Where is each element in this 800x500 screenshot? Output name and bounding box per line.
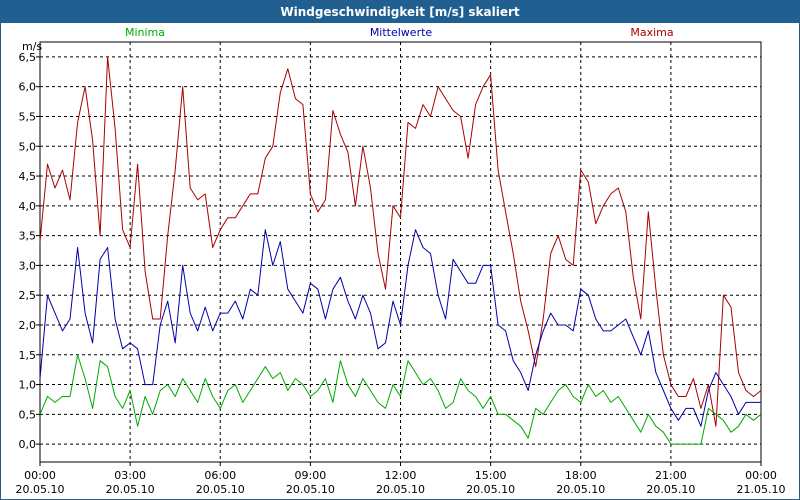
y-tick-label: 0,0 xyxy=(19,438,37,451)
x-tick-label-date: 20.05.10 xyxy=(646,483,695,496)
x-tick-label-time: 09:00 xyxy=(295,469,327,482)
series-line-minima xyxy=(39,354,762,445)
x-tick-label-date: 20.05.10 xyxy=(286,483,335,496)
series-layer xyxy=(39,56,762,445)
x-tick-label-date: 20.05.10 xyxy=(196,483,245,496)
y-tick-label: 4,5 xyxy=(19,170,37,183)
x-tick-label-date: 20.05.10 xyxy=(466,483,515,496)
grid xyxy=(40,42,761,462)
window-title: Windgeschwindigkeit [m/s] skaliert xyxy=(1,1,799,23)
x-tick-label-time: 00:00 xyxy=(745,469,777,482)
x-tick-label-date: 20.05.10 xyxy=(376,483,425,496)
y-axis-label: m/s xyxy=(22,40,42,53)
x-tick-label-time: 06:00 xyxy=(204,469,236,482)
x-tick-label-date: 20.05.10 xyxy=(106,483,155,496)
y-tick-label: 4,0 xyxy=(19,200,37,213)
axis-layer: 0,0 0,5 1,0 1,5 2,0 2,5 3,0 3,5 4,0 4,5 5,0 5,5 6,0 6… xyxy=(16,51,786,496)
y-tick-label: 5,0 xyxy=(19,140,37,153)
x-tick-label-time: 18:00 xyxy=(565,469,597,482)
y-tick-label: 2,5 xyxy=(19,289,37,302)
x-tick-label-date: 21.05.10 xyxy=(737,483,786,496)
y-tick-label: 6,5 xyxy=(19,51,37,64)
y-tick-label: 3,5 xyxy=(19,230,37,243)
y-tick-label: 6,0 xyxy=(19,81,37,94)
x-tick-label-time: 12:00 xyxy=(385,469,417,482)
legend-mittelwerte: Mittelwerte xyxy=(370,26,433,39)
x-tick-label-time: 03:00 xyxy=(114,469,146,482)
x-tick-label-time: 21:00 xyxy=(655,469,687,482)
y-tick-label: 2,0 xyxy=(19,319,37,332)
y-tick-label: 5,5 xyxy=(19,110,37,123)
x-tick-label-date: 20.05.10 xyxy=(556,483,605,496)
y-tick-label: 1,5 xyxy=(19,349,37,362)
series-line-mittelwerte xyxy=(39,229,761,427)
x-tick-label-time: 00:00 xyxy=(24,469,56,482)
y-tick-label: 3,0 xyxy=(19,259,37,272)
legend-minima: Minima xyxy=(125,26,165,39)
x-tick-label-date: 20.05.10 xyxy=(16,483,65,496)
legend-maxima: Maxima xyxy=(630,26,673,39)
series-line-maxima xyxy=(39,56,762,427)
y-tick-label: 0,5 xyxy=(19,408,37,421)
y-tick-label: 1,0 xyxy=(19,379,37,392)
x-tick-label-time: 15:00 xyxy=(475,469,507,482)
